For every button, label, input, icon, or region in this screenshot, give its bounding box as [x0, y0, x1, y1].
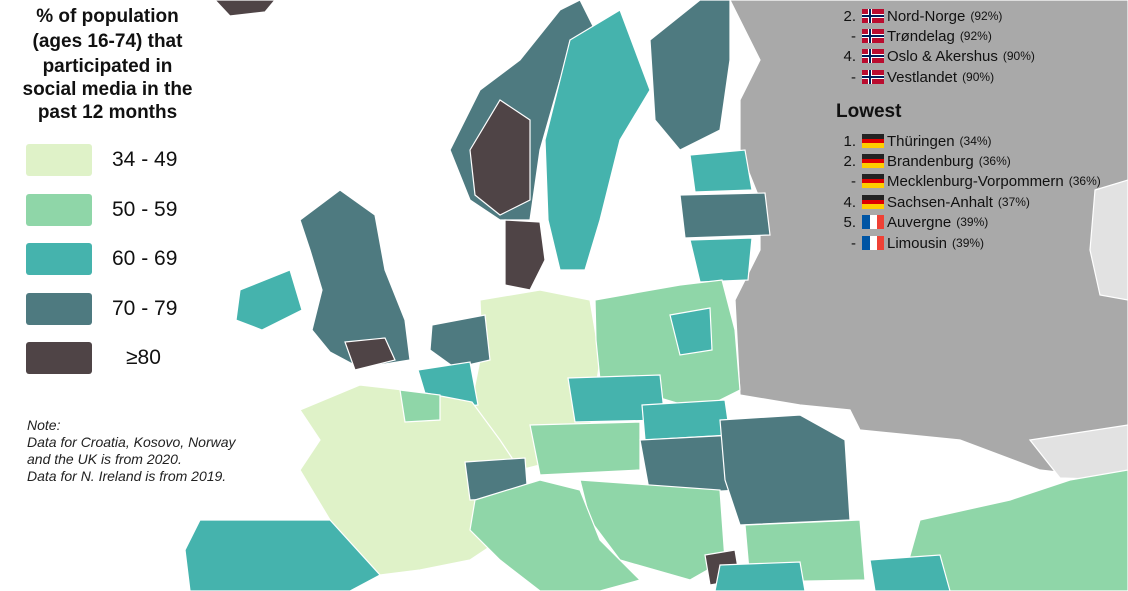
percent: (90%) — [1002, 49, 1035, 63]
note: Note: — [27, 417, 61, 433]
region — [544, 9, 651, 271]
rank: 5. — [843, 213, 856, 231]
legend-label: ≥80 — [126, 346, 161, 369]
region — [529, 421, 641, 476]
region — [469, 479, 642, 591]
region-name: Sachsen-Anhalt — [887, 193, 993, 211]
region-name: Limousin — [887, 234, 948, 252]
legend-swatch — [26, 342, 92, 374]
ranking-heading: Lowest — [836, 101, 902, 122]
region-name: Vestlandet — [887, 68, 958, 86]
ranking-row: 2. Brandenburg (36%) — [836, 152, 1011, 170]
flag — [862, 236, 884, 250]
ranking-row: - Vestlandet (90%) — [836, 68, 994, 86]
legend-title: social media in the — [22, 79, 193, 100]
rank: 4. — [843, 193, 856, 211]
region — [504, 219, 546, 291]
flag — [862, 134, 884, 148]
flag — [862, 174, 884, 188]
region — [641, 399, 731, 441]
ranking-row: 5. Auvergne (39%) — [836, 213, 988, 231]
legend-title: (ages 16-74) that — [32, 31, 183, 52]
flag — [862, 9, 884, 23]
ranking-row: 1. Thüringen (34%) — [836, 132, 992, 150]
region — [899, 469, 1128, 591]
flag — [862, 215, 884, 229]
percent: (36%) — [1068, 174, 1101, 188]
legend-title: past 12 months — [37, 102, 178, 123]
legend-swatch — [26, 243, 92, 275]
region — [469, 99, 531, 216]
region — [679, 192, 771, 239]
region — [399, 389, 441, 423]
region — [719, 414, 851, 526]
region — [714, 561, 806, 591]
flag — [862, 49, 884, 63]
flag — [862, 29, 884, 43]
percent: (36%) — [978, 154, 1011, 168]
region-name: Oslo & Akershus — [887, 47, 998, 65]
legend-label: 70 - 79 — [112, 296, 178, 320]
region — [299, 189, 411, 369]
region-name: Thüringen — [887, 132, 955, 150]
legend-swatch — [26, 144, 92, 176]
region-name: Nord-Norge — [887, 7, 966, 25]
ranking-row: 2. Nord-Norge (92%) — [836, 7, 1002, 25]
region — [649, 0, 731, 151]
ranking-row: 4. Sachsen-Anhalt (37%) — [836, 193, 1030, 211]
percent: (37%) — [997, 195, 1030, 209]
region — [344, 337, 396, 371]
region — [689, 149, 753, 193]
region — [669, 307, 713, 356]
region-name: Trøndelag — [887, 27, 955, 45]
region — [429, 314, 491, 369]
region — [235, 269, 303, 331]
note: and the UK is from 2020. — [27, 451, 182, 467]
note: Data for Croatia, Kosovo, Norway — [27, 434, 236, 450]
percent: (39%) — [952, 236, 985, 250]
rank: 1. — [843, 132, 856, 150]
ranking-row: - Mecklenburg-Vorpommern (36%) — [836, 172, 1101, 190]
region-name: Mecklenburg-Vorpommern — [887, 172, 1064, 190]
no-data-region — [1089, 179, 1128, 301]
legend-swatch — [26, 292, 92, 325]
rank: - — [851, 27, 856, 45]
ranking-row: 4. Oslo & Akershus (90%) — [836, 47, 1035, 65]
legend-swatch — [26, 193, 92, 226]
legend-title: participated in — [42, 56, 173, 77]
ranking-row: - Limousin (39%) — [836, 234, 984, 252]
no-data-region — [1028, 424, 1128, 481]
legend-label: 50 - 59 — [112, 197, 178, 221]
legend-label: 60 - 69 — [112, 247, 178, 270]
note: Data for N. Ireland is from 2019. — [27, 468, 227, 484]
rank: - — [851, 234, 856, 252]
rank: 2. — [843, 152, 856, 170]
percent: (90%) — [962, 70, 995, 84]
region-name: Auvergne — [887, 213, 952, 231]
rank: - — [851, 172, 856, 190]
percent: (39%) — [956, 215, 989, 229]
legend-label: 34 - 49 — [112, 148, 178, 171]
rank: - — [851, 68, 856, 86]
legend-title: % of population — [36, 6, 179, 27]
region — [214, 0, 276, 17]
ranking-row: - Trøndelag (92%) — [836, 27, 992, 45]
flag — [862, 195, 884, 209]
rank: 2. — [843, 7, 856, 25]
region — [869, 554, 951, 591]
flag — [862, 154, 884, 168]
percent: (92%) — [970, 9, 1003, 23]
region-name: Brandenburg — [887, 152, 974, 170]
flag — [862, 70, 884, 84]
region — [184, 519, 381, 591]
percent: (34%) — [959, 134, 992, 148]
region — [689, 237, 753, 283]
percent: (92%) — [959, 29, 992, 43]
rank: 4. — [843, 47, 856, 65]
